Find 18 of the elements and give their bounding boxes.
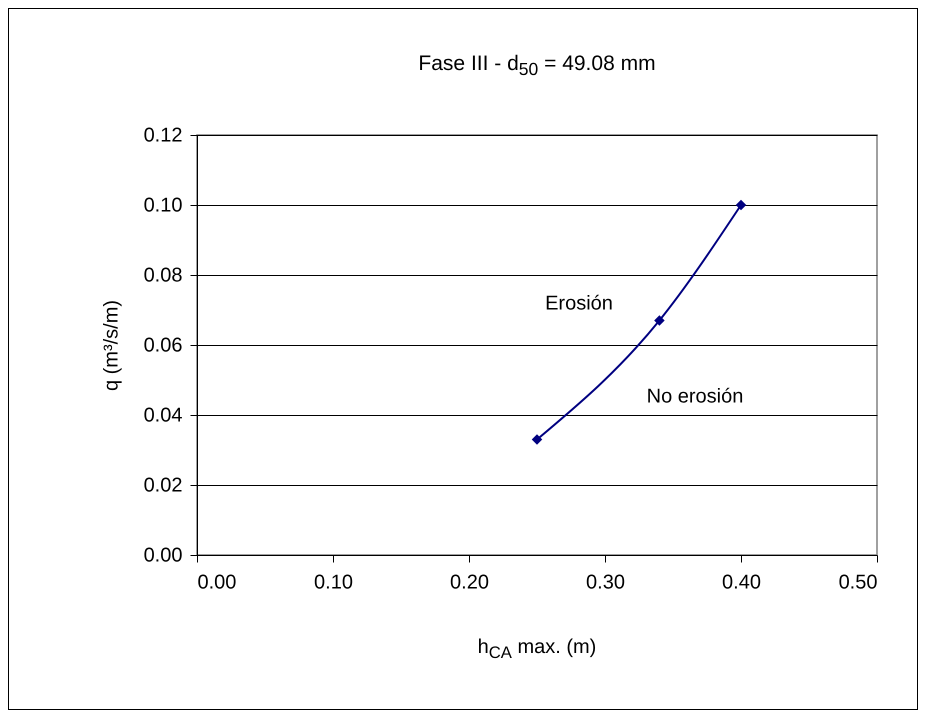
x-tick-label: 0.20 <box>450 572 489 594</box>
x-tick-label: 0.10 <box>314 572 353 594</box>
annotation: No erosión <box>646 386 744 408</box>
y-tick-label: 0.00 <box>144 544 182 566</box>
y-tick-label: 0.04 <box>144 404 182 426</box>
x-tick-label: 0.30 <box>586 572 625 594</box>
y-tick-label: 0.10 <box>144 194 182 216</box>
x-tick-label: 0.00 <box>198 572 236 594</box>
chart-title: Fase III - d$_{50}$ = 49.08 mm <box>417 52 657 80</box>
y-tick-label: 0.06 <box>144 334 182 356</box>
y-axis-title: q (m³/s/m) <box>100 300 123 392</box>
y-tick-label: 0.08 <box>144 264 182 286</box>
y-tick-label: 0.02 <box>144 474 182 496</box>
x-tick-label: 0.40 <box>722 572 761 594</box>
x-tick-label: 0.50 <box>838 572 878 594</box>
y-tick-label: 0.12 <box>144 124 182 146</box>
annotation: Erosión <box>545 292 613 316</box>
x-axis-title: h$_{CA}$ max. (m) <box>476 636 598 663</box>
